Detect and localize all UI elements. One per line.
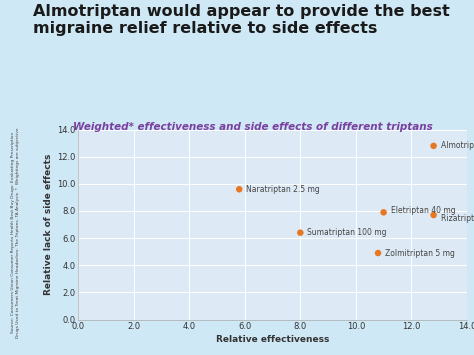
Text: Almotriptan would appear to provide the best
migraine relief relative to side ef: Almotriptan would appear to provide the … xyxy=(33,4,450,36)
Text: Naratriptan 2.5 mg: Naratriptan 2.5 mg xyxy=(246,185,320,194)
Point xyxy=(430,143,438,149)
Y-axis label: Relative lack of side effects: Relative lack of side effects xyxy=(44,154,53,295)
Text: Weighted* effectiveness and side effects of different triptans: Weighted* effectiveness and side effects… xyxy=(73,122,433,132)
X-axis label: Relative effectiveness: Relative effectiveness xyxy=(216,335,329,344)
Text: Almotriptan 12.5 mg: Almotriptan 12.5 mg xyxy=(440,141,474,151)
Text: Rizatriptan 10 mg: Rizatriptan 10 mg xyxy=(440,214,474,223)
Text: Source: Consumers Union Consumer Reports Health Best Buy Drugs: Evaluating Presc: Source: Consumers Union Consumer Reports… xyxy=(11,127,20,338)
Point xyxy=(380,209,387,215)
Point xyxy=(297,230,304,235)
Point xyxy=(236,186,243,192)
Text: Sumatriptan 100 mg: Sumatriptan 100 mg xyxy=(307,228,387,237)
Text: Eletriptan 40 mg: Eletriptan 40 mg xyxy=(391,206,455,215)
Point xyxy=(430,212,438,218)
Text: Zolmitriptan 5 mg: Zolmitriptan 5 mg xyxy=(385,248,455,257)
Point xyxy=(374,250,382,256)
